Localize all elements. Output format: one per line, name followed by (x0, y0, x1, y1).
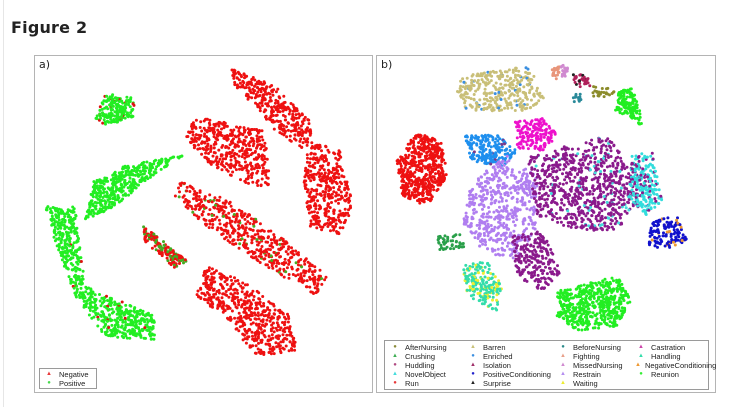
panel-b-behaviour-scatter: b) ● AfterNursing ▲ Crushing ● Huddling ▲ Novel… (376, 55, 716, 393)
triangle-marker-icon: ▲ (560, 353, 566, 359)
triangle-marker-icon: ▲ (560, 371, 566, 377)
circle-marker-icon: ● (471, 371, 475, 377)
legend-label: Run (405, 379, 419, 388)
legend-label: Handling (651, 352, 681, 361)
triangle-marker-icon: ▲ (635, 362, 641, 368)
legend-item-negativeconditioning: ▲ NegativeConditioning (635, 361, 717, 370)
triangle-marker-icon: ▲ (392, 353, 398, 359)
legend-label: PositiveConditioning (483, 370, 551, 379)
legend-label: Surprise (483, 379, 511, 388)
legend-item-missednursing: ▲ MissedNursing (557, 361, 635, 370)
legend-a: ▲ Negative ● Positive (39, 368, 97, 389)
triangle-marker-icon: ▲ (470, 380, 476, 386)
legend-item-afternursing: ● AfterNursing (389, 343, 467, 352)
legend-label: NegativeConditioning (644, 361, 717, 370)
panel-label-a: a) (39, 58, 51, 71)
legend-label: MissedNursing (573, 361, 623, 370)
legend-label: Castration (651, 343, 686, 352)
circle-marker-icon: ● (561, 344, 565, 350)
legend-item-beforenursing: ● BeforeNursing (557, 343, 635, 352)
legend-item-isolation: ▲ Isolation (467, 361, 557, 370)
legend-label: Negative (59, 370, 89, 379)
scatter-plot-a (44, 68, 352, 356)
circle-marker-icon: ● (393, 380, 397, 386)
legend-label: Reunion (651, 370, 679, 379)
legend-label: NovelObject (405, 370, 446, 379)
legend-item-restrain: ▲ Restrain (557, 370, 635, 379)
legend-label: Isolation (483, 361, 511, 370)
legend-label: Barren (483, 343, 506, 352)
triangle-marker-icon: ▲ (638, 353, 644, 359)
circle-marker-icon: ● (393, 362, 397, 368)
triangle-marker-icon: ▲ (46, 371, 52, 377)
legend-item-handling: ▲ Handling (635, 352, 715, 361)
legend-label: Positive (59, 379, 86, 388)
triangle-marker-icon: ▲ (560, 380, 566, 386)
circle-marker-icon: ● (47, 380, 51, 386)
legend-item-fighting: ▲ Fighting (557, 352, 635, 361)
circle-marker-icon: ● (639, 371, 643, 377)
legend-item-negative: ▲ Negative (43, 370, 93, 379)
legend-item-positive: ● Positive (43, 379, 93, 388)
triangle-marker-icon: ▲ (638, 344, 644, 350)
circle-marker-icon: ● (471, 353, 475, 359)
legend-label: BeforeNursing (573, 343, 621, 352)
scatter-plot-b (395, 63, 688, 332)
legend-item-positiveconditioning: ● PositiveConditioning (467, 370, 557, 379)
triangle-marker-icon: ▲ (560, 362, 566, 368)
legend-item-surprise: ▲ Surprise (467, 379, 557, 388)
triangle-marker-icon: ▲ (470, 344, 476, 350)
legend-b: ● AfterNursing ▲ Crushing ● Huddling ▲ NovelObj… (384, 340, 716, 390)
triangle-marker-icon: ▲ (392, 371, 398, 377)
triangle-marker-icon: ▲ (470, 362, 476, 368)
legend-label: Waiting (573, 379, 598, 388)
legend-item-waiting: ▲ Waiting (557, 379, 635, 388)
legend-label: Crushing (405, 352, 436, 361)
legend-item-reunion: ● Reunion (635, 370, 715, 379)
legend-item-run: ● Run (389, 379, 467, 388)
legend-item-novelobject: ▲ NovelObject (389, 370, 467, 379)
circle-marker-icon: ● (393, 344, 397, 350)
legend-label: Restrain (573, 370, 601, 379)
panel-label-b: b) (381, 58, 393, 71)
legend-item-barren: ▲ Barren (467, 343, 557, 352)
panel-a-negative-positive-scatter: a) ▲ Negative ● Positive (34, 55, 373, 393)
page-left-border (3, 0, 4, 407)
legend-item-castration: ▲ Castration (635, 343, 715, 352)
legend-label: Enriched (483, 352, 513, 361)
legend-label: Huddling (405, 361, 435, 370)
legend-item-enriched: ● Enriched (467, 352, 557, 361)
legend-item-huddling: ● Huddling (389, 361, 467, 370)
figure-title: Figure 2 (11, 18, 88, 37)
legend-label: AfterNursing (405, 343, 447, 352)
legend-label: Fighting (573, 352, 600, 361)
legend-item-crushing: ▲ Crushing (389, 352, 467, 361)
